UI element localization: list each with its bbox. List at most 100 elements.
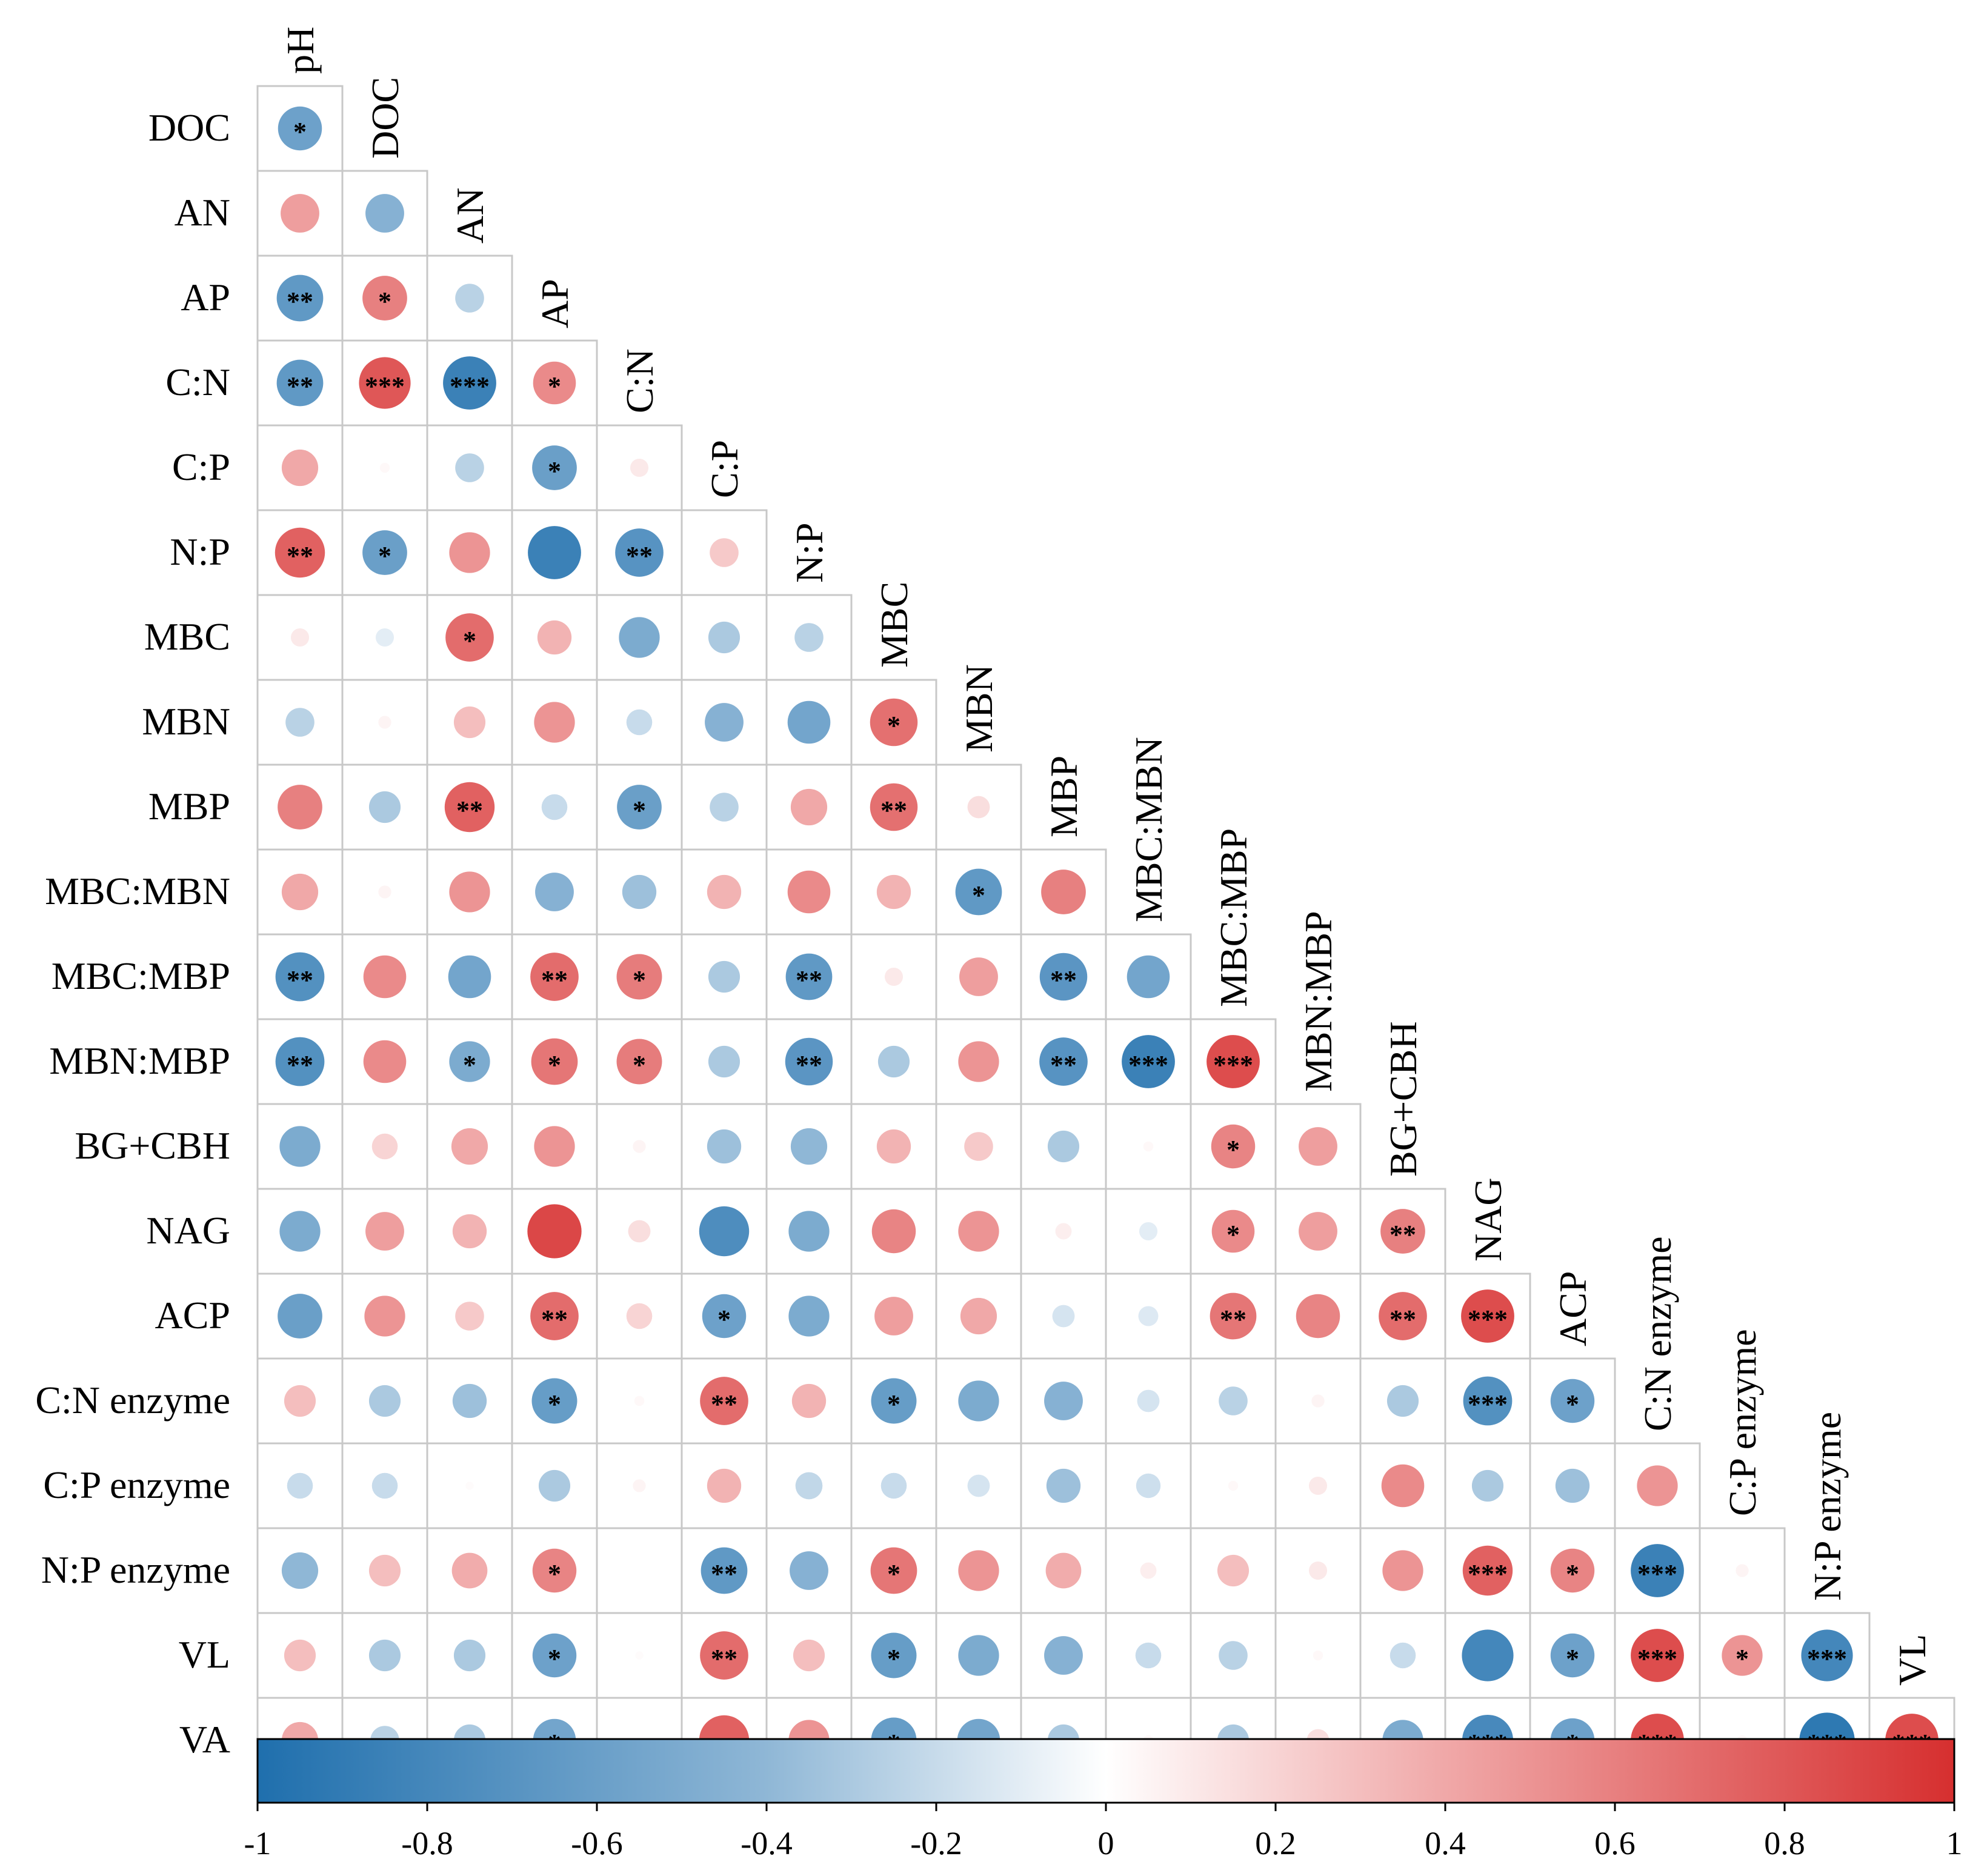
sig-mark-mbp-c-n: *	[633, 796, 646, 825]
col-label-nag: NAG	[1466, 1177, 1509, 1262]
colorbar-tick-label: 0.4	[1425, 1825, 1466, 1861]
corr-circle-c-p-enzyme-acp	[1555, 1468, 1590, 1503]
col-label-ap: AP	[533, 279, 576, 328]
corr-circle-c-p-enzyme-n-p	[795, 1472, 823, 1500]
corr-circle-n-p-enzyme-mbc-mbn	[1140, 1562, 1157, 1579]
corr-circle-mbn-mbc	[870, 698, 918, 747]
corr-circle-nag-mbn-mbp	[1299, 1212, 1337, 1251]
corr-circle-c-p-enzyme-mbc-mbp	[1228, 1480, 1239, 1491]
sig-mark-mbc-mbp-c-n: *	[633, 965, 646, 995]
colorbar-gradient	[256, 1738, 1955, 1804]
colorbar-tick-label: 0.2	[1255, 1825, 1296, 1861]
corr-circle-mbc-mbn-ph	[281, 873, 319, 911]
row-label-mbc-mbn: MBC:MBN	[45, 870, 230, 913]
corr-circle-n-p-ap	[528, 526, 581, 579]
corr-circle-mbn-c-p	[705, 703, 744, 742]
colorbar-tick-label: 0.6	[1594, 1825, 1636, 1861]
corr-circle-vl-bg-plus-cbh	[1390, 1642, 1416, 1669]
corr-circle-c-p-enzyme-mbn-mbp	[1308, 1476, 1328, 1495]
col-label-mbc-mbp: MBC:MBP	[1212, 828, 1255, 1007]
corr-circle-vl-n-p	[793, 1639, 825, 1672]
corr-circle-mbc-c-p	[708, 621, 741, 654]
col-label-mbc: MBC	[873, 582, 916, 668]
row-label-mbn: MBN	[142, 700, 230, 743]
corr-circle-acp-mbp	[1052, 1305, 1075, 1328]
corr-circle-mbp-ph	[278, 785, 322, 830]
corr-circle-bg-plus-cbh-mbn	[964, 1132, 993, 1161]
corr-circle-vl-an	[453, 1639, 486, 1672]
sig-mark-n-p-enzyme-acp: *	[1566, 1559, 1579, 1589]
corr-circle-mbn-mbp-c-n	[616, 1039, 662, 1085]
sig-mark-vl-n-p-enzyme: ***	[1807, 1644, 1847, 1674]
corr-circle-vl-mbc	[871, 1632, 917, 1678]
corr-circle-bg-plus-cbh-ap	[534, 1126, 575, 1167]
cell-n-p-enzyme-mbp	[1020, 1527, 1107, 1614]
sig-mark-n-p-enzyme-ap: *	[548, 1559, 561, 1589]
corr-circle-acp-c-n	[626, 1303, 653, 1329]
corr-circle-vl-mbc-mbp	[1219, 1641, 1248, 1670]
corr-circle-c-p-enzyme-mbp	[1046, 1468, 1081, 1503]
corr-circle-bg-plus-cbh-doc	[371, 1133, 398, 1160]
corr-circle-c-p-enzyme-c-p	[707, 1468, 742, 1503]
colorbar-tick-label: -1	[244, 1825, 271, 1861]
sig-mark-c-n-enzyme-ap: *	[548, 1389, 561, 1419]
corr-circle-mbn-mbp-c-p	[708, 1045, 741, 1078]
corr-circle-nag-n-p	[788, 1211, 830, 1252]
corr-circle-bg-plus-cbh-mbc-mbp	[1211, 1124, 1256, 1169]
corr-circle-n-p-enzyme-ap	[532, 1548, 577, 1593]
corr-circle-mbn-mbp-n-p	[785, 1037, 833, 1086]
row-label-doc: DOC	[148, 106, 230, 149]
corr-circle-c-n-enzyme-doc	[368, 1385, 401, 1417]
sig-mark-mbn-mbc: *	[887, 711, 900, 740]
colorbar-tick-label: -0.8	[401, 1825, 453, 1861]
row-label-c-p: C:P	[172, 445, 230, 488]
corr-circle-bg-plus-cbh-mbc	[876, 1129, 911, 1164]
sig-mark-bg-plus-cbh-mbc-mbp: *	[1226, 1135, 1240, 1165]
cell-c-p-enzyme-nag	[1444, 1442, 1531, 1529]
corr-circle-n-p-enzyme-doc	[368, 1554, 401, 1587]
sig-mark-mbn-mbp-mbc-mbn: ***	[1128, 1050, 1168, 1080]
corr-circle-mbc-mbn-ap	[535, 873, 574, 911]
corr-circle-c-p-ap	[532, 445, 577, 490]
cell-vl-mbc	[850, 1612, 937, 1699]
colorbar-tick-label: 1	[1946, 1825, 1963, 1861]
sig-mark-mbn-mbp-mbc-mbp: ***	[1213, 1050, 1253, 1080]
corr-circle-c-n-enzyme-acp	[1550, 1379, 1595, 1423]
corr-circle-mbn-c-n	[626, 709, 653, 736]
corr-circle-mbp-mbc	[870, 783, 918, 831]
corr-circle-c-p-an	[455, 453, 484, 482]
corr-circle-mbn-mbp-an	[449, 1041, 490, 1082]
corr-circle-n-p-enzyme-c-p	[701, 1547, 748, 1594]
sig-mark-acp-ap: **	[541, 1305, 568, 1334]
sig-mark-vl-mbc: *	[887, 1644, 900, 1674]
corr-circle-c-p-enzyme-nag	[1471, 1469, 1504, 1502]
sig-mark-mbc-mbp-ph: **	[287, 965, 313, 995]
corr-circle-bg-plus-cbh-ph	[279, 1126, 321, 1167]
sig-mark-n-p-enzyme-c-n-enzyme: ***	[1637, 1559, 1677, 1589]
corr-circle-mbn-mbp-mbp	[1039, 1037, 1088, 1086]
sig-mark-n-p-enzyme-mbc: *	[887, 1559, 900, 1589]
corr-circle-mbc-mbp-c-p	[708, 960, 741, 993]
sig-mark-mbn-mbp-ph: **	[287, 1050, 313, 1080]
label-layer: DOC AN AP C:N C:P N:P MBC MBN MBP MBC:MBN MBC:MBP M…	[35, 27, 1934, 1761]
sig-mark-acp-c-p: *	[717, 1305, 731, 1334]
corr-circle-mbn-an	[453, 706, 486, 739]
corr-circle-n-p-enzyme-c-n-enzyme	[1631, 1544, 1684, 1597]
sig-mark-ap-doc: *	[378, 287, 391, 316]
corr-circle-nag-mbc-mbn	[1139, 1222, 1158, 1241]
corr-circle-n-p-enzyme-mbp	[1045, 1552, 1082, 1589]
col-label-c-n-enzyme: C:N enzyme	[1636, 1236, 1679, 1431]
corr-circle-bg-plus-cbh-mbn-mbp	[1299, 1127, 1337, 1166]
col-label-c-p: C:P	[703, 440, 746, 498]
sig-mark-c-n-an: ***	[450, 371, 490, 401]
corr-circle-c-n-enzyme-ap	[531, 1378, 577, 1424]
corr-circle-mbc-mbn-n-p	[787, 870, 831, 914]
col-label-bg-plus-cbh: BG+CBH	[1382, 1021, 1425, 1177]
corr-circle-mbn-mbp-mbn	[958, 1041, 999, 1082]
cell-mbp-an	[426, 763, 513, 851]
corr-circle-nag-mbn	[958, 1211, 999, 1252]
corr-circle-mbc-mbp-ph	[275, 952, 325, 1002]
corr-circle-n-p-an	[449, 532, 490, 573]
corr-circle-mbp-an	[444, 782, 495, 833]
cell-c-n-doc	[341, 339, 428, 427]
